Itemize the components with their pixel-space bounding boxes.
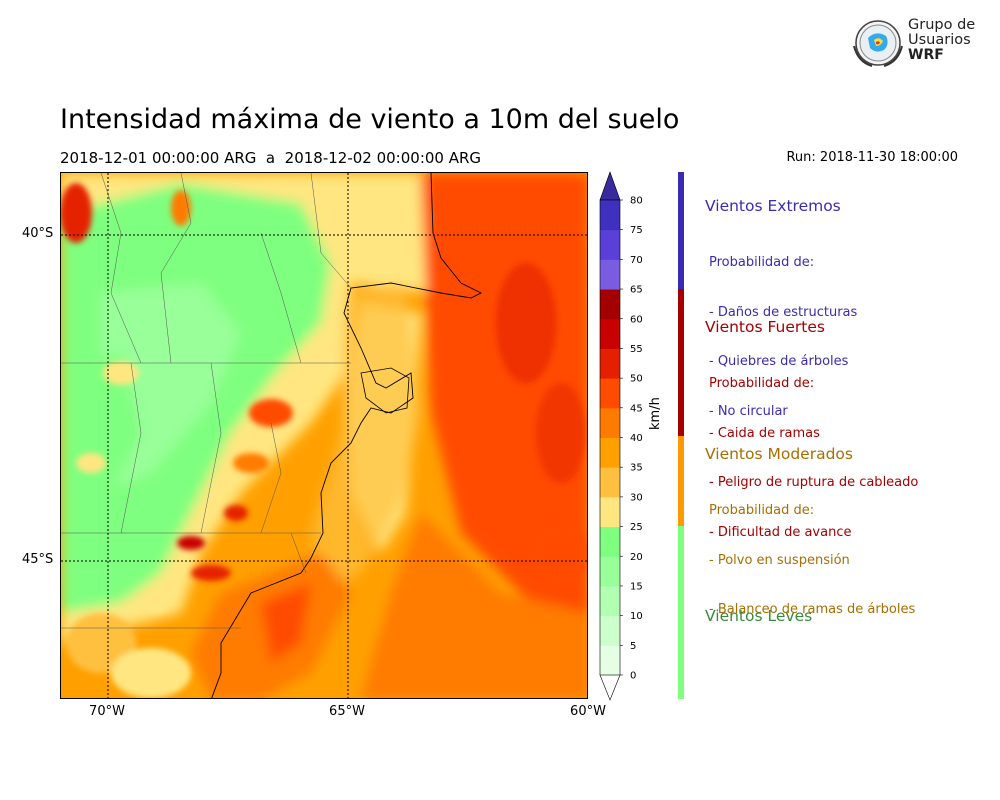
colorbar-svg: 0 5 10 15 20 25 30 35 40 45 50 55 60 65 70 75 80 — [599, 171, 643, 701]
category-title: Vientos Leves — [705, 607, 813, 625]
risk-bar-extreme — [678, 172, 684, 289]
colorbar-swatch — [600, 585, 620, 617]
category-extreme: Vientos Extremos Probabilidad de: - Daño… — [705, 197, 857, 453]
category-line: - Quiebres de árboles — [709, 354, 849, 369]
colorbar-swatch — [600, 615, 620, 646]
colorbar-tick-label: 25 — [630, 522, 643, 533]
colorbar-tick-label: 20 — [630, 552, 643, 563]
colorbar-swatch — [600, 407, 620, 438]
category-strong: Vientos Fuertes Probabilidad de: - Caida… — [705, 318, 918, 574]
wind-map — [60, 172, 588, 699]
colorbar-tick-label: 60 — [630, 314, 643, 325]
colorbar-swatch — [600, 556, 620, 587]
category-lines: Probabilidad de: - Polvo en suspensión -… — [709, 470, 915, 652]
colorbar-tick-label: 30 — [630, 492, 643, 503]
colorbar-tick-label: 55 — [630, 344, 643, 355]
category-line: - Daños de estructuras — [709, 304, 858, 320]
logo-line-2: Usuarios — [908, 32, 971, 48]
lat-label-40s: 40°S — [22, 226, 54, 241]
logo-text: Grupo de Usuarios WRF — [908, 18, 975, 63]
colorbar-tick-label: 40 — [630, 433, 643, 444]
category-line: - No circular — [709, 403, 788, 419]
run-time: Run: 2018-11-30 18:00:00 — [786, 150, 958, 165]
logo-line-3: WRF — [908, 47, 944, 63]
colorbar-tick-label: 65 — [630, 285, 643, 296]
colorbar-swatch — [600, 467, 620, 498]
category-title: Vientos Fuertes — [705, 318, 825, 336]
globe-logo-icon — [853, 20, 903, 67]
colorbar-swatch — [600, 318, 620, 349]
lon-label-60w: 60°W — [570, 704, 606, 719]
forecast-period: 2018-12-01 00:00:00 ARG a 2018-12-02 00:… — [60, 149, 482, 167]
colorbar-swatch — [600, 526, 620, 557]
colorbar-tick-label: 0 — [630, 671, 636, 682]
category-moderate: Vientos Moderados Probabilidad de: - Pol… — [705, 445, 915, 652]
colorbar-swatch — [600, 200, 620, 231]
colorbar-swatch — [600, 289, 620, 320]
logo-line-1: Grupo de — [908, 17, 976, 33]
category-line: - Peligro de ruptura de cableado — [709, 475, 919, 490]
colorbar-swatch — [600, 645, 620, 676]
colorbar-tick-label: 15 — [630, 581, 643, 592]
colorbar-tick-label: 5 — [630, 641, 636, 652]
category-title: Vientos Extremos — [705, 197, 841, 215]
colorbar-swatch — [600, 378, 620, 409]
lat-label-45s: 45°S — [22, 552, 54, 567]
colorbar-units: km/h — [648, 397, 663, 430]
colorbar-tick-label: 35 — [630, 463, 643, 474]
colorbar: 0 5 10 15 20 25 30 35 40 45 50 55 60 65 70 75 80 — [596, 170, 646, 706]
risk-bar-light — [678, 526, 684, 699]
lon-label-65w: 65°W — [329, 704, 365, 719]
wind-field-svg — [61, 173, 587, 698]
category-line: - Dificultad de avance — [709, 524, 852, 540]
field-detail — [61, 183, 587, 698]
category-line: - Caida de ramas — [709, 425, 820, 441]
page-title: Intensidad máxima de viento a 10m del su… — [60, 104, 680, 135]
risk-bar-moderate — [678, 436, 684, 526]
category-title: Vientos Moderados — [705, 445, 853, 463]
colorbar-swatch — [600, 437, 620, 468]
colorbar-swatch — [600, 496, 620, 528]
colorbar-tick-label: 50 — [630, 374, 643, 385]
lon-label-70w: 70°W — [89, 704, 125, 719]
category-lines: Probabilidad de: - Caida de ramas - Peli… — [709, 343, 918, 574]
risk-bar-strong — [678, 289, 684, 436]
category-line: Probabilidad de: — [709, 503, 815, 518]
risk-bar — [678, 172, 684, 699]
wrf-logo — [848, 16, 968, 72]
category-line: Probabilidad de: — [709, 376, 815, 391]
peninsula-outline — [360, 367, 410, 414]
category-line: Probabilidad de: — [709, 255, 815, 270]
gridlines — [61, 173, 587, 698]
category-lines: Probabilidad de: - Daños de estructuras … — [709, 222, 857, 453]
colorbar-extend-low — [599, 674, 621, 701]
colorbar-extend-high — [599, 171, 621, 201]
colorbar-tick-label: 80 — [630, 196, 643, 207]
coastline — [211, 173, 483, 698]
province-borders — [61, 173, 352, 629]
colorbar-tick-label: 45 — [630, 403, 643, 414]
colorbar-tick-label: 75 — [630, 225, 643, 236]
colorbar-swatch — [600, 229, 620, 260]
colorbar-tick-label: 10 — [630, 611, 643, 622]
category-light: Vientos Leves — [705, 607, 812, 625]
category-line: - Balanceo de ramas de árboles — [709, 602, 916, 617]
colorbar-swatch — [600, 348, 620, 379]
colorbar-tick-label: 70 — [630, 255, 643, 266]
colorbar-swatch — [600, 259, 620, 290]
category-line: - Polvo en suspensión — [709, 552, 850, 568]
